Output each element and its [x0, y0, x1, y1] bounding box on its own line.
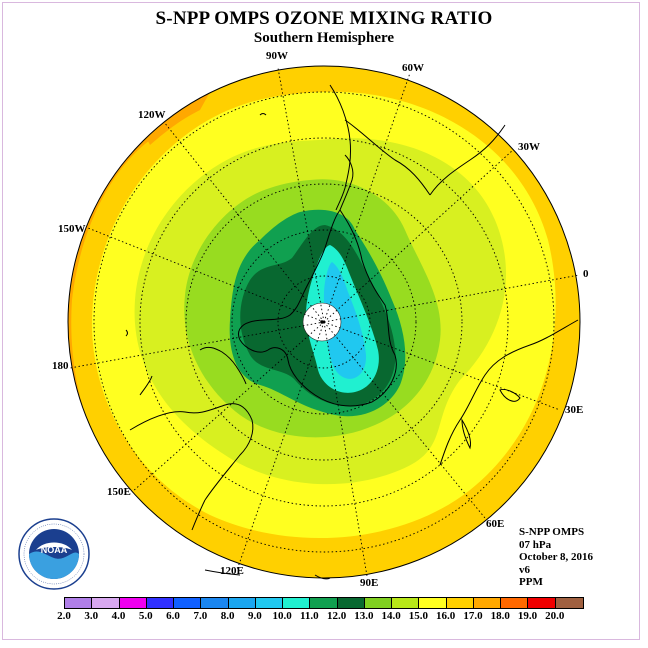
- colorbar-tick-label: 2.0: [57, 610, 71, 622]
- colorbar: [64, 597, 584, 609]
- colorbar-swatch: [555, 598, 583, 608]
- south-pole-marker: [320, 320, 324, 324]
- colorbar-tick-label: 12.0: [327, 610, 347, 622]
- colorbar-swatch: [446, 598, 474, 608]
- lon-label-180: 180: [52, 360, 69, 372]
- colorbar-swatch: [228, 598, 256, 608]
- map-boundary: [67, 65, 581, 579]
- noaa-logo-text: NOAA: [41, 545, 68, 555]
- info-pressure: 07 hPa: [519, 538, 552, 551]
- map-title: S-NPP OMPS OZONE MIXING RATIO: [155, 8, 493, 29]
- colorbar-tick-label: 4.0: [111, 610, 126, 622]
- lon-label-60e: 60E: [486, 518, 505, 530]
- colorbar-tick-label: 14.0: [381, 610, 401, 622]
- colorbar-tick-label: 19.0: [517, 610, 538, 622]
- lon-label-150e: 150E: [107, 486, 131, 498]
- colorbar-swatch: [501, 598, 529, 608]
- colorbar-tick-label: 16.0: [436, 610, 456, 622]
- colorbar-swatch: [283, 598, 311, 608]
- colorbar-swatch: [392, 598, 420, 608]
- colorbar-ticks: 2.0 3.0 4.0 5.0 6.0 7.0 8.0 9.0 10.0 11.0 12.0 13.0…: [57, 610, 582, 624]
- map-info: S-NPP OMPS 07 hPa October 8, 2016 v6 PPM: [519, 526, 593, 589]
- colorbar-swatch: [65, 598, 93, 608]
- colorbar-tick-label: 5.0: [138, 610, 153, 622]
- image-frame: [2, 2, 640, 640]
- info-version: v6: [519, 563, 530, 576]
- colorbar-tick-label: 7.0: [193, 610, 208, 622]
- lon-label-150w: 150W: [58, 223, 86, 235]
- colorbar-swatch: [146, 598, 174, 608]
- lon-label-60w: 60W: [402, 62, 424, 74]
- colorbar-swatch: [201, 598, 229, 608]
- colorbar-tick-label: 10.0: [272, 610, 292, 622]
- colorbar-swatch: [119, 598, 147, 608]
- colorbar-tick-label: 15.0: [408, 610, 429, 622]
- colorbar-tick-label: 18.0: [490, 610, 510, 622]
- colorbar-swatch: [528, 598, 556, 608]
- lon-label-0: 0: [583, 268, 589, 280]
- colorbar-swatch: [419, 598, 447, 608]
- colorbar-tick-label: 13.0: [354, 610, 374, 622]
- lon-label-30e: 30E: [565, 404, 584, 416]
- contour-17b: [140, 92, 210, 145]
- colorbar-tick-label: 6.0: [166, 610, 180, 622]
- info-instrument: S-NPP OMPS: [519, 526, 585, 538]
- colorbar-swatch: [310, 598, 338, 608]
- colorbar-swatch: [174, 598, 202, 608]
- colorbar-swatch: [473, 598, 501, 608]
- lon-label-30w: 30W: [518, 141, 540, 153]
- longitude-grid: [69, 67, 580, 577]
- latitude-grid: [93, 91, 555, 553]
- colorbar-tick-label: 3.0: [84, 610, 99, 622]
- colorbar-tick-label: 17.0: [463, 610, 483, 622]
- lon-label-90e: 90E: [360, 577, 379, 589]
- lon-label-120w: 120W: [138, 109, 166, 121]
- colorbar-swatch: [337, 598, 365, 608]
- colorbar-tick-label: 11.0: [300, 610, 319, 622]
- lon-label-90w: 90W: [266, 50, 288, 62]
- colorbar-swatch: [255, 598, 283, 608]
- colorbar-tick-label: 20.0: [545, 610, 565, 622]
- noaa-logo: NOAA: [18, 518, 90, 590]
- colorbar-tick-label: 8.0: [220, 610, 235, 622]
- map-subtitle: Southern Hemisphere: [253, 30, 395, 46]
- lon-label-120e: 120E: [220, 565, 244, 577]
- coastlines: [125, 84, 579, 580]
- info-date: October 8, 2016: [519, 551, 594, 563]
- colorbar-swatch: [92, 598, 120, 608]
- colorbar-swatch: [364, 598, 392, 608]
- colorbar-tick-label: 9.0: [247, 610, 262, 622]
- ozone-contours: [68, 66, 580, 578]
- info-units: PPM: [519, 576, 543, 588]
